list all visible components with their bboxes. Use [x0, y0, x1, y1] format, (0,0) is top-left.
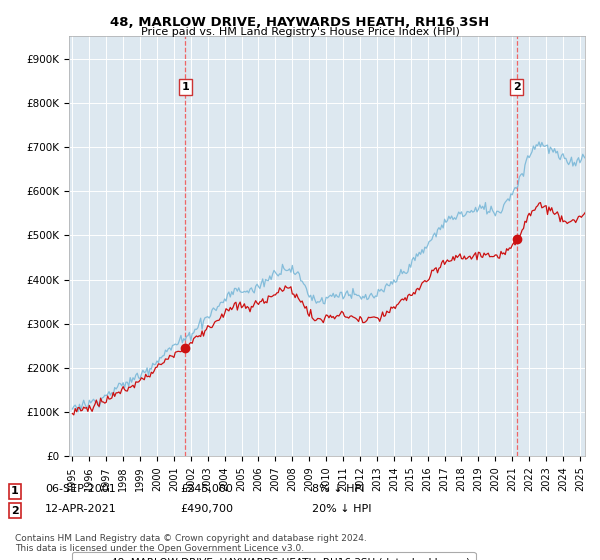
Text: 2: 2 [11, 506, 19, 516]
Text: 2: 2 [513, 82, 521, 92]
Text: £245,000: £245,000 [180, 484, 233, 494]
Text: 48, MARLOW DRIVE, HAYWARDS HEATH, RH16 3SH: 48, MARLOW DRIVE, HAYWARDS HEATH, RH16 3… [110, 16, 490, 29]
Text: 12-APR-2021: 12-APR-2021 [45, 503, 117, 514]
Text: Price paid vs. HM Land Registry's House Price Index (HPI): Price paid vs. HM Land Registry's House … [140, 27, 460, 37]
Text: £490,700: £490,700 [180, 503, 233, 514]
Legend: 48, MARLOW DRIVE, HAYWARDS HEATH, RH16 3SH (detached house), HPI: Average price,: 48, MARLOW DRIVE, HAYWARDS HEATH, RH16 3… [71, 552, 476, 560]
Text: 8% ↓ HPI: 8% ↓ HPI [312, 484, 365, 494]
Text: 06-SEP-2001: 06-SEP-2001 [45, 484, 116, 494]
Text: 1: 1 [11, 486, 19, 496]
Text: 1: 1 [182, 82, 189, 92]
Text: 20% ↓ HPI: 20% ↓ HPI [312, 503, 371, 514]
Text: Contains HM Land Registry data © Crown copyright and database right 2024.
This d: Contains HM Land Registry data © Crown c… [15, 534, 367, 553]
